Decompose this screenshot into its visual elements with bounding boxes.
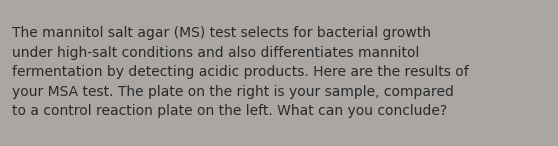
Text: The mannitol salt agar (MS) test selects for bacterial growth
under high-salt co: The mannitol salt agar (MS) test selects… [12, 26, 469, 118]
